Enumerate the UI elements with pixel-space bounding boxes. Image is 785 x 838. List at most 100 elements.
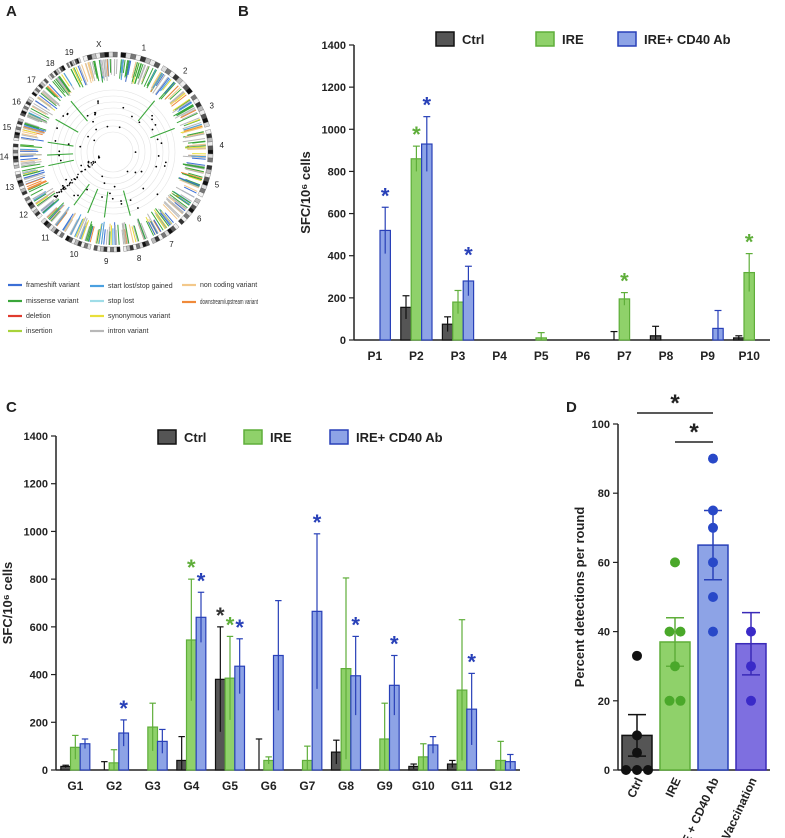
y-tick-label: 0 [340, 335, 346, 347]
variant-mark [183, 119, 201, 127]
track-ring [74, 113, 152, 191]
variant-mark [26, 116, 40, 123]
x-tick-label: G12 [489, 779, 512, 793]
x-tick-label: P6 [575, 349, 590, 363]
y-tick-label: 0 [604, 765, 610, 777]
data-point [708, 453, 718, 464]
variant-mark [134, 62, 140, 77]
variant-mark [184, 133, 205, 139]
variant-mark [27, 114, 48, 124]
variant-mark [164, 212, 174, 223]
variant-mark [137, 63, 144, 79]
variant-mark [25, 177, 43, 186]
variant-mark [46, 85, 59, 98]
variant-mark [188, 176, 202, 182]
variant-mark [23, 171, 45, 179]
scatter-dot [129, 199, 132, 202]
scatter-dot [138, 121, 141, 124]
data-point [708, 592, 718, 602]
ideogram-band [112, 51, 118, 58]
variant-mark [105, 229, 108, 245]
scatter-dot [94, 111, 96, 114]
scatter-dot [122, 106, 125, 109]
scatter-dot [68, 184, 70, 186]
variant-mark [37, 196, 52, 208]
ideogram-band [12, 146, 19, 151]
x-tick-label: G11 [451, 779, 473, 793]
x-tick-label: G5 [222, 779, 238, 793]
variant-mark [39, 94, 58, 110]
variant-mark [43, 90, 60, 105]
variant-mark [58, 76, 71, 93]
variant-mark [81, 220, 90, 240]
x-tick-label: P1 [367, 349, 382, 363]
scatter-dot [164, 161, 167, 164]
variant-mark [160, 82, 176, 100]
variant-mark [164, 201, 181, 217]
variant-mark [115, 59, 118, 74]
variant-mark [61, 74, 70, 87]
variant-mark [95, 229, 99, 244]
data-point [664, 695, 675, 706]
scatter-dot [137, 207, 139, 209]
chromosome-label: 3 [209, 102, 214, 111]
y-axis-label: SFC/10⁶ cells [0, 562, 15, 645]
variant-mark [192, 141, 206, 144]
scatter-dot [90, 162, 93, 164]
x-tick-label: G2 [106, 779, 122, 793]
scatter-dot [103, 182, 106, 185]
variant-mark [185, 178, 201, 186]
variant-mark [20, 145, 43, 148]
x-tick-label: G4 [183, 779, 199, 793]
variant-mark [178, 177, 200, 187]
y-tick-label: 600 [30, 622, 48, 634]
variant-mark [128, 224, 134, 243]
chromosome-label: 9 [104, 257, 109, 266]
variant-mark [51, 210, 62, 223]
scatter-dot [62, 115, 65, 117]
variant-mark [21, 136, 44, 142]
variant-mark [148, 218, 158, 235]
ideogram-band [64, 235, 71, 242]
variant-mark [184, 165, 205, 170]
variant-mark [70, 100, 88, 122]
chromosome-label: 12 [19, 210, 28, 219]
ideogram-band [43, 78, 49, 84]
variant-mark [192, 143, 206, 146]
variant-mark [124, 60, 129, 78]
panel-b-letter: B [238, 3, 249, 20]
scatter-dot [77, 194, 79, 197]
variant-mark [88, 225, 94, 242]
scatter-dot [65, 178, 68, 181]
variant-mark [182, 155, 206, 159]
x-tick-label: Ctrl [624, 775, 645, 800]
variant-mark [103, 191, 109, 218]
scatter-dot [58, 154, 61, 157]
variant-mark [37, 96, 52, 107]
significance-star: * [412, 122, 421, 147]
variant-mark [120, 59, 124, 81]
variant-mark [160, 211, 173, 225]
variant-mark [187, 118, 201, 125]
variant-mark [23, 125, 45, 133]
legend-label: frameshift variant [26, 282, 80, 289]
variant-mark [104, 59, 108, 81]
data-point [675, 695, 686, 706]
variant-mark [185, 167, 204, 173]
scatter-dot [87, 135, 89, 138]
ideogram-band [40, 217, 48, 224]
scatter-dot [86, 114, 89, 117]
scatter-dot [160, 142, 163, 145]
variant-mark [54, 209, 68, 226]
data-point [708, 522, 718, 533]
variant-mark [56, 212, 68, 227]
x-tick-label: Vaccination [719, 775, 760, 838]
variant-mark [22, 170, 39, 175]
variant-mark [64, 213, 76, 232]
variant-mark [188, 144, 206, 147]
variant-mark [106, 59, 109, 77]
variant-mark [142, 65, 149, 79]
variant-mark [32, 105, 49, 116]
variant-mark [24, 121, 40, 128]
variant-mark [30, 108, 50, 119]
